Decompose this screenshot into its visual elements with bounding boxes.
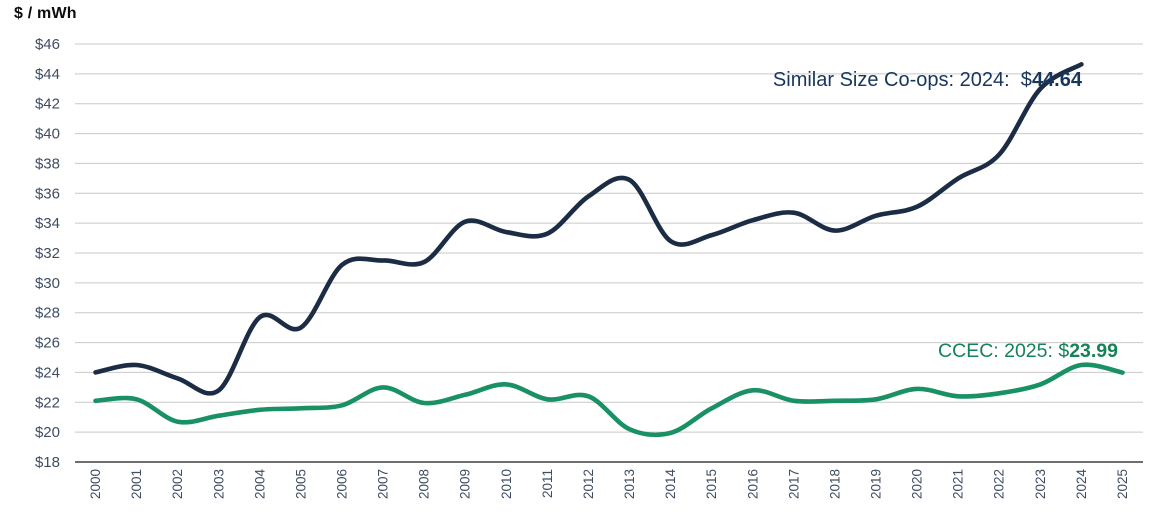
series-line-ccec — [93, 362, 1125, 438]
y-tick-label: $38 — [35, 155, 60, 172]
x-tick-label: 2024 — [1074, 469, 1089, 500]
x-tick-label: 2023 — [1033, 469, 1048, 499]
annotation-ccec: CCEC: 2025: $23.99 — [916, 317, 1118, 386]
x-tick-label: 2001 — [129, 469, 144, 499]
x-tick-label: 2014 — [663, 469, 678, 500]
y-tick-label: $36 — [35, 185, 60, 202]
y-tick-label: $22 — [35, 394, 60, 411]
y-tick-label: $40 — [35, 126, 60, 143]
y-tick-label: $42 — [35, 96, 60, 113]
x-tick-label: 2022 — [992, 469, 1007, 499]
x-tick-label: 2025 — [1115, 469, 1130, 499]
x-tick-label: 2011 — [540, 469, 555, 498]
x-tick-label: 2016 — [745, 469, 760, 499]
y-tick-label: $26 — [35, 335, 60, 352]
y-tick-label: $44 — [35, 66, 60, 83]
y-tick-label: $20 — [35, 424, 60, 441]
x-tick-label: 2005 — [293, 469, 308, 499]
annotation-similar-coops-value: 44.64 — [1031, 69, 1082, 91]
x-tick-label: 2002 — [170, 469, 185, 499]
x-tick-label: 2015 — [704, 469, 719, 499]
annotation-similar-coops: Similar Size Co-ops: 2024: $44.64 — [751, 46, 1082, 115]
x-tick-label: 2019 — [869, 469, 884, 499]
annotation-ccec-prefix: CCEC: 2025: $ — [938, 340, 1070, 362]
x-tick-label: 2012 — [581, 469, 596, 499]
annotation-similar-coops-prefix: Similar Size Co-ops: 2024: $ — [772, 69, 1032, 91]
x-tick-label: 2008 — [417, 469, 432, 499]
y-tick-label: $34 — [35, 215, 60, 232]
x-tick-label: 2000 — [88, 469, 103, 499]
y-tick-label: $28 — [35, 305, 60, 322]
annotation-ccec-value: 23.99 — [1069, 340, 1118, 362]
y-tick-label: $32 — [35, 245, 60, 262]
x-tick-label: 2018 — [827, 469, 842, 499]
series-line-similar-size-co-ops — [93, 62, 1084, 396]
y-tick-label: $18 — [35, 454, 60, 471]
x-tick-label: 2017 — [786, 469, 801, 499]
x-tick-label: 2021 — [951, 469, 966, 499]
y-axis-title: $ / mWh — [14, 5, 77, 22]
y-tick-label: $46 — [35, 36, 60, 53]
y-tick-label: $30 — [35, 275, 60, 292]
x-tick-label: 2013 — [622, 469, 637, 499]
x-tick-label: 2004 — [252, 469, 267, 500]
x-tick-label: 2010 — [499, 469, 514, 499]
y-tick-label: $24 — [35, 364, 60, 381]
x-tick-label: 2003 — [211, 469, 226, 499]
x-tick-label: 2009 — [458, 469, 473, 499]
x-tick-label: 2007 — [376, 469, 391, 499]
x-tick-label: 2006 — [335, 469, 350, 499]
x-tick-label: 2020 — [910, 469, 925, 499]
